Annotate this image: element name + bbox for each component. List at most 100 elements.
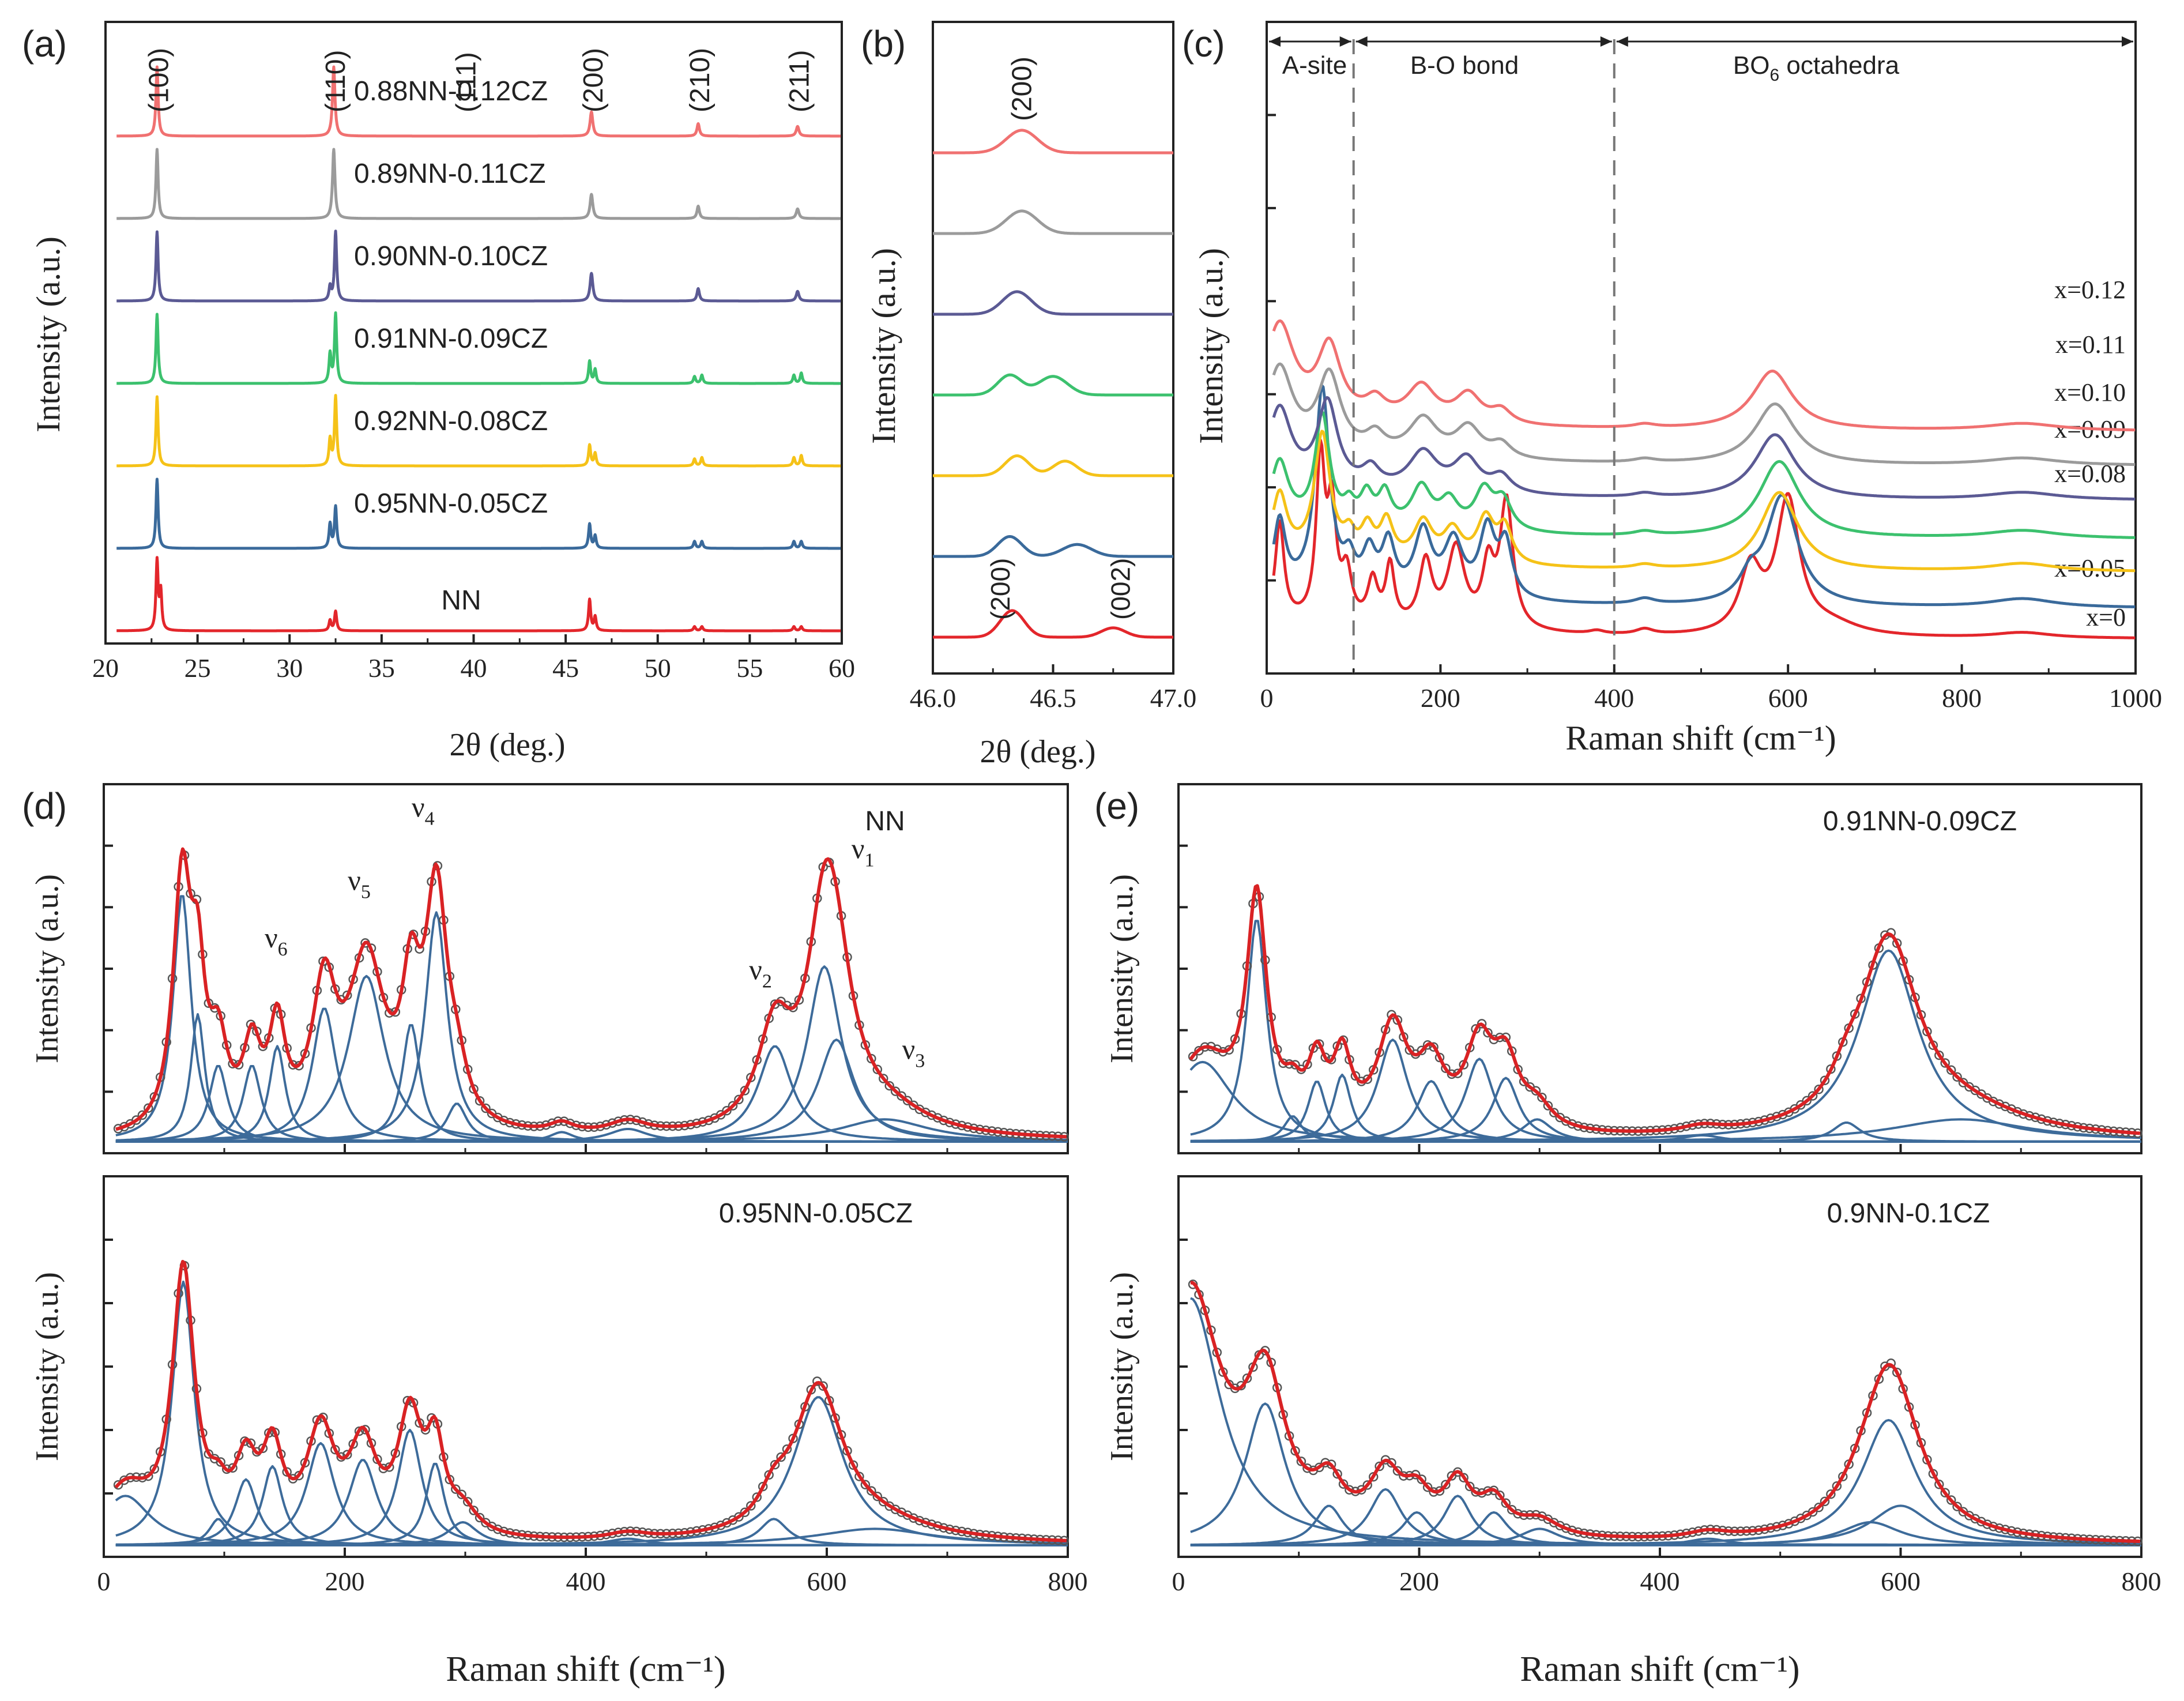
- mode-label: ν3: [902, 1033, 925, 1071]
- measured-point: [1188, 1052, 1198, 1062]
- measured-point: [119, 1475, 129, 1485]
- fit-sum-line: [1189, 884, 2141, 1135]
- xrd-series-line: [115, 311, 842, 385]
- measured-point: [1952, 1072, 1962, 1082]
- xrd-series-line: [115, 65, 842, 138]
- xrd-series-line: [115, 394, 842, 468]
- xrd-series-line: [115, 556, 842, 633]
- measured-point: [282, 1467, 292, 1477]
- measured-point: [1332, 1469, 1342, 1479]
- mode-label-main: ν: [852, 832, 865, 864]
- measured-point: [354, 1426, 364, 1436]
- fit-component-line: [115, 895, 1068, 1143]
- measured-point: [1320, 1052, 1330, 1062]
- xrd-zoom-series-line: [932, 373, 1174, 397]
- measured-point: [1417, 1045, 1426, 1056]
- fit-sum-line: [114, 1260, 1067, 1542]
- x-tick-label: 200: [1399, 1567, 1439, 1596]
- xrd-series-label: 0.89NN-0.11CZ: [354, 159, 546, 189]
- panel-label: (c): [1182, 23, 1225, 65]
- xrd-series-line: [115, 148, 842, 220]
- measured-point: [812, 1376, 822, 1386]
- mode-label-main: ν: [902, 1033, 916, 1065]
- x-axis-title: Raman shift (cm⁻¹): [1520, 1650, 1799, 1689]
- fit-component-line: [115, 965, 1068, 1143]
- x-tick-label: 800: [1942, 683, 1982, 713]
- panel-d-frame-0: [103, 783, 1069, 1154]
- measured-point: [890, 1086, 901, 1096]
- x-tick-label: 400: [566, 1567, 606, 1596]
- measured-point: [1826, 1489, 1836, 1499]
- measured-point: [1802, 1096, 1812, 1106]
- x-tick-label: 0: [1260, 683, 1274, 713]
- x-tick-label: 0: [97, 1567, 111, 1596]
- measured-point: [740, 1507, 750, 1518]
- y-axis-title: Intensity (a.u.): [1192, 248, 1230, 444]
- measured-point: [770, 1459, 780, 1470]
- x-tick-label: 600: [1881, 1567, 1921, 1596]
- measured-point: [1820, 1075, 1830, 1085]
- x-tick-label: 800: [2122, 1567, 2162, 1596]
- fit-component-line: [115, 1527, 1068, 1546]
- raman-series-label: x=0.11: [2055, 330, 2126, 359]
- x-tick-label: 600: [1768, 683, 1808, 713]
- measured-point: [1814, 1085, 1824, 1094]
- measured-point: [1441, 1480, 1451, 1489]
- xrd-series-label: 0.88NN-0.12CZ: [354, 76, 548, 107]
- measured-point: [1940, 1488, 1950, 1498]
- x-tick-label: 400: [1640, 1567, 1680, 1596]
- x-tick-label: 1000: [2109, 683, 2162, 713]
- measured-point: [342, 1450, 352, 1459]
- xrd-series-label: 0.91NN-0.09CZ: [354, 323, 548, 354]
- measured-point: [1531, 1086, 1541, 1096]
- measured-point: [469, 1506, 479, 1515]
- region-label: BO6 octahedra: [1733, 51, 1900, 85]
- measured-point: [1940, 1058, 1950, 1068]
- x-tick-label: 20: [92, 653, 119, 683]
- measured-point: [113, 1480, 123, 1490]
- measured-point: [1808, 1091, 1818, 1101]
- x-tick-label: 40: [461, 653, 487, 683]
- measured-point: [216, 1457, 225, 1467]
- miller-index-label: (200): [1007, 57, 1037, 121]
- region-label-sub: 6: [1769, 66, 1779, 85]
- region-arrow-head: [1339, 36, 1351, 47]
- fit-component-line: [115, 911, 1068, 1143]
- mode-label-sub: 5: [361, 882, 371, 903]
- mode-label-sub: 6: [278, 939, 288, 960]
- fit-component-line: [115, 1118, 1068, 1143]
- x-axis-title: Raman shift (cm⁻¹): [446, 1650, 725, 1689]
- raman-series-line: [1272, 362, 2136, 466]
- measured-point: [1464, 1481, 1475, 1492]
- raman-series-line: [1272, 439, 2136, 639]
- region-arrow-head: [1355, 36, 1368, 47]
- x-axis-title: 2θ (deg.): [980, 734, 1096, 770]
- raman-series-line: [1272, 319, 2136, 432]
- y-axis-title: Intensity (a.u.): [29, 236, 67, 432]
- panel-b: (200) (200) (002) 46.0 46.5 47.0 2θ (deg.) Inte…: [861, 21, 1196, 770]
- measured-point: [1338, 1479, 1349, 1489]
- x-tick-label: 200: [325, 1567, 365, 1596]
- measured-point: [782, 1444, 792, 1454]
- x-tick-label: 46.5: [1030, 683, 1076, 713]
- x-tick-label: 35: [368, 653, 395, 683]
- measured-point: [1934, 1050, 1944, 1060]
- measured-point: [860, 1480, 871, 1490]
- measured-point: [1236, 1380, 1246, 1391]
- measured-point: [1952, 1501, 1962, 1511]
- measured-point: [818, 1381, 828, 1391]
- x-tick-label: 45: [552, 653, 579, 683]
- x-axis-title: 2θ (deg.): [450, 727, 566, 763]
- measured-point: [1814, 1503, 1824, 1512]
- mode-label: ν2: [749, 953, 772, 992]
- mode-label: ν5: [348, 864, 371, 903]
- measured-point: [746, 1501, 756, 1511]
- measured-point: [1459, 1473, 1468, 1482]
- measured-point: [1495, 1491, 1505, 1500]
- panel-label: (d): [22, 785, 67, 827]
- measured-point: [1362, 1074, 1372, 1084]
- y-axis-title: Intensity (a.u.): [29, 874, 65, 1063]
- x-tick-label: 60: [829, 653, 855, 683]
- xrd-zoom-series-line: [932, 209, 1174, 235]
- subplot-title: NN: [865, 806, 905, 837]
